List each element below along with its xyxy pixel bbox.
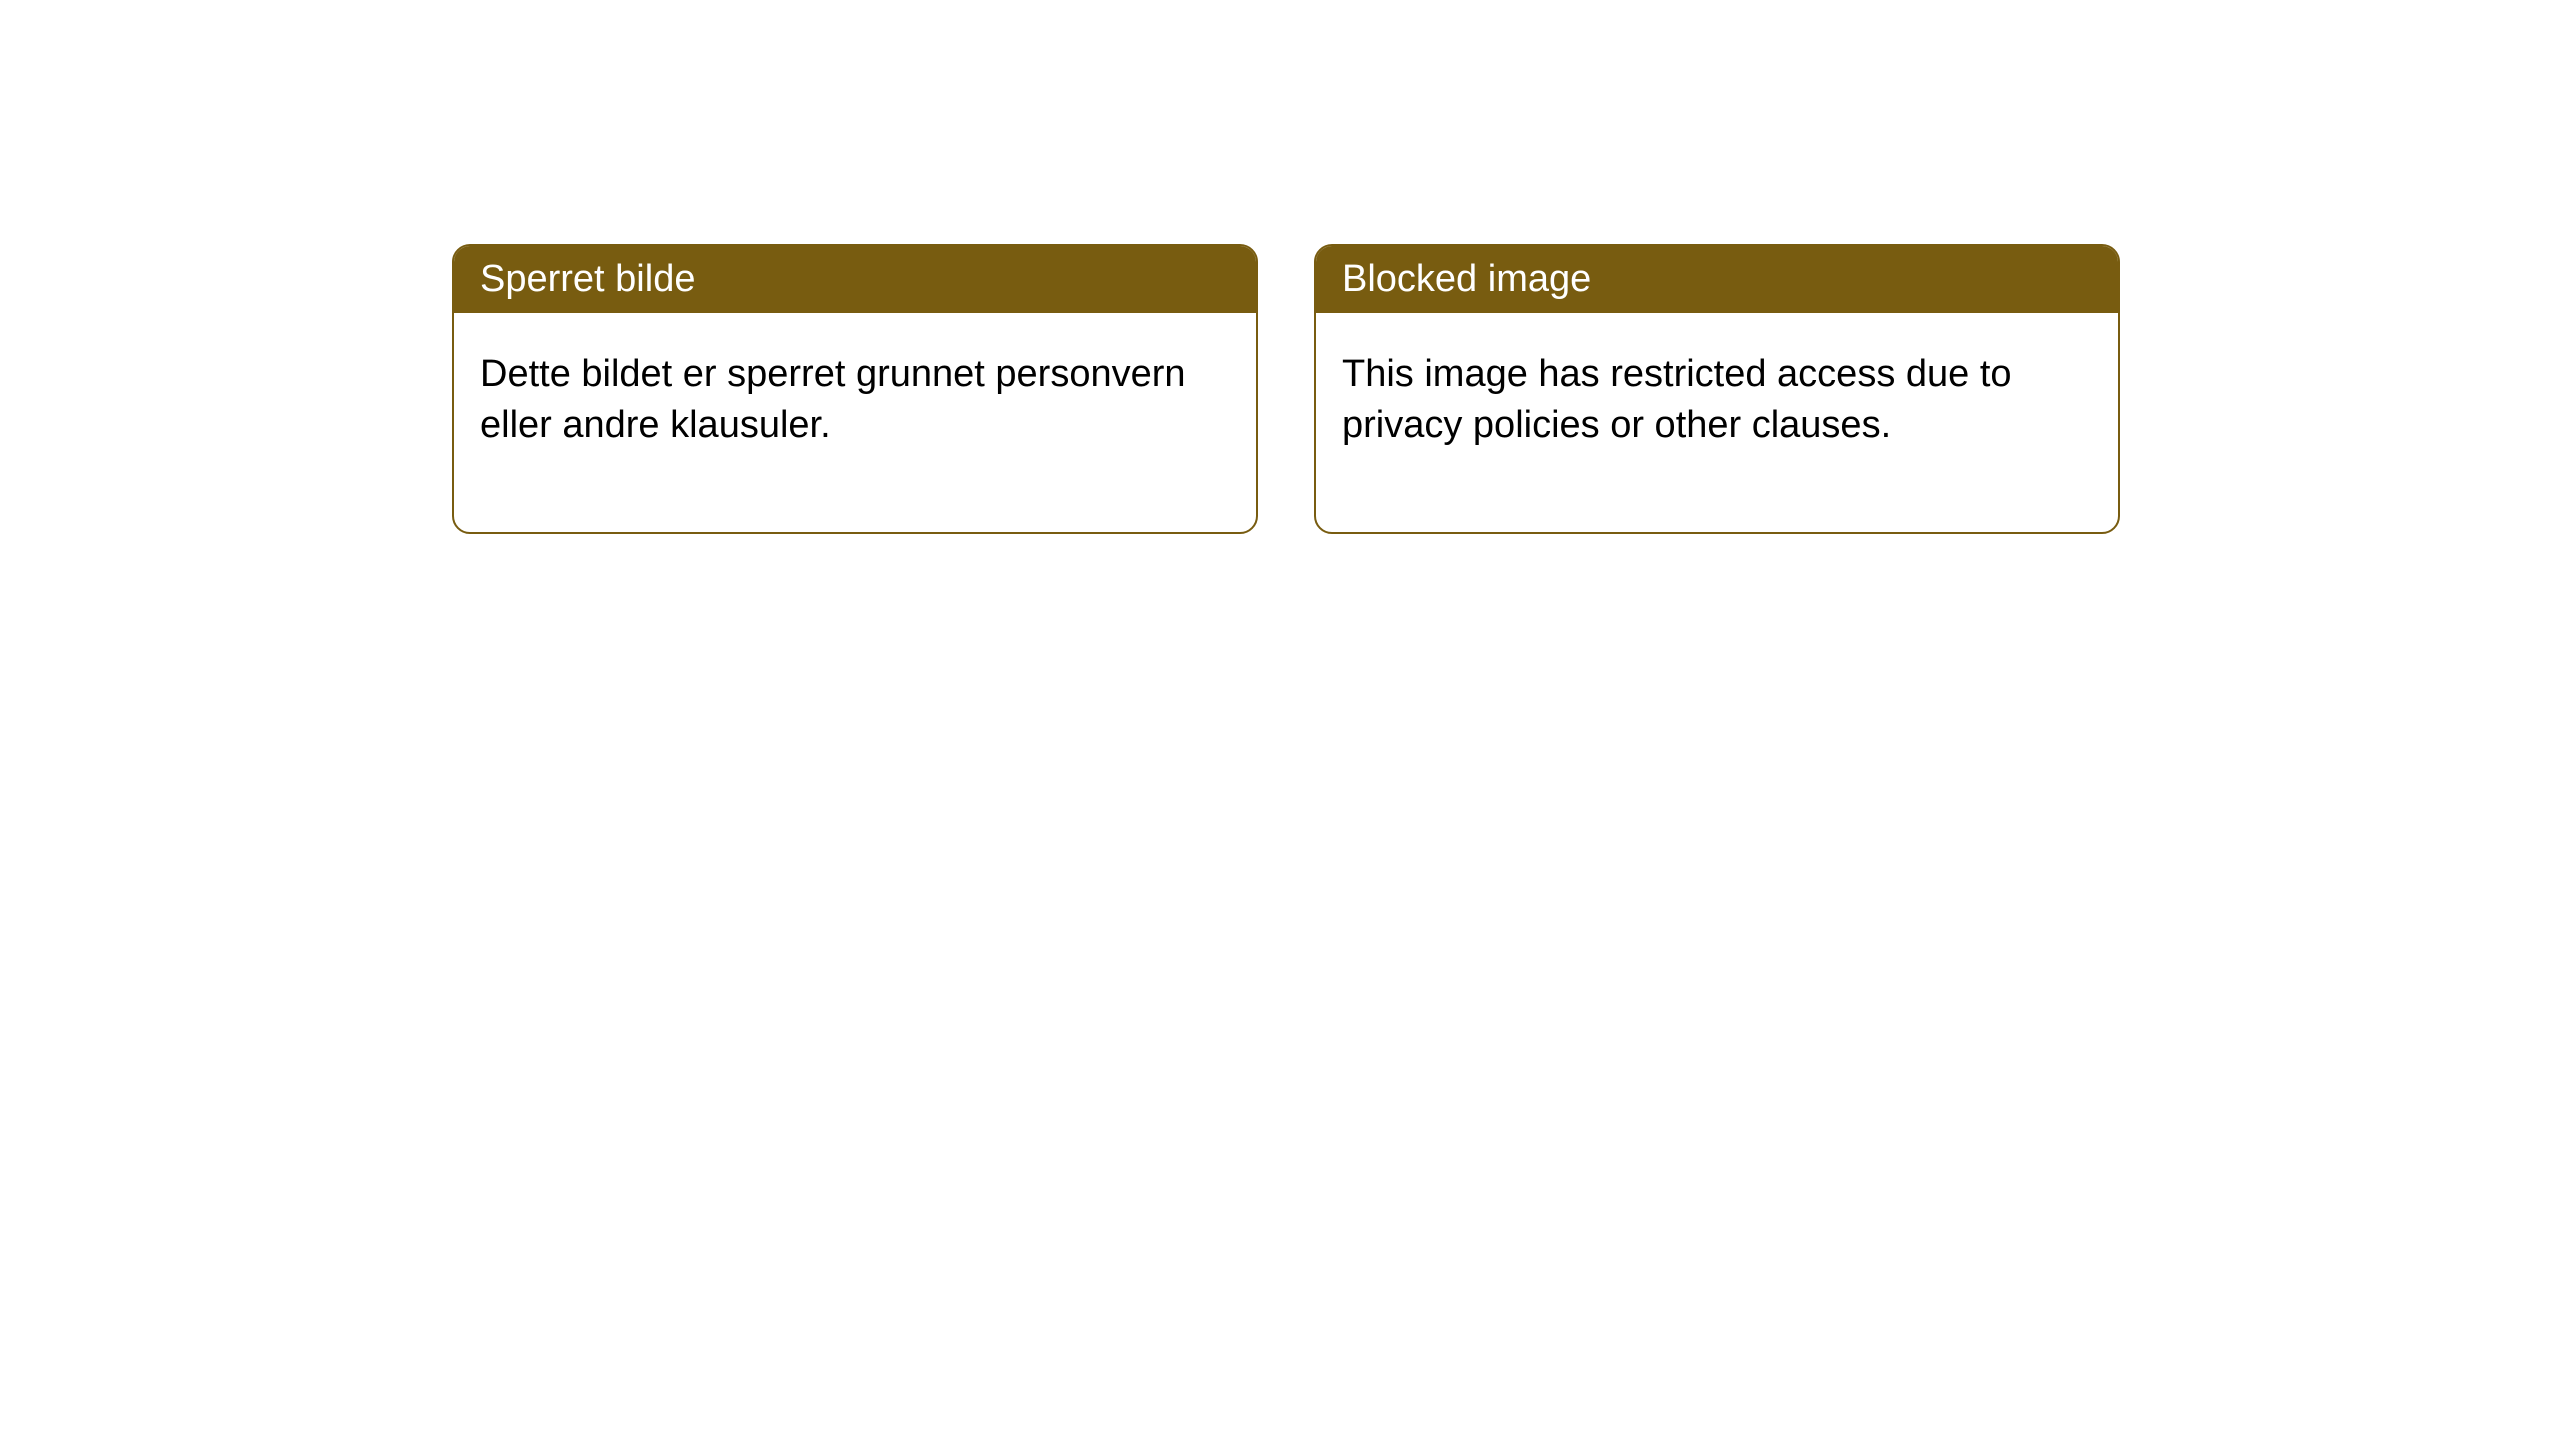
card-body-text: This image has restricted access due to … (1342, 353, 2012, 446)
card-norwegian: Sperret bilde Dette bildet er sperret gr… (452, 244, 1258, 534)
cards-container: Sperret bilde Dette bildet er sperret gr… (452, 244, 2560, 534)
card-body: Dette bildet er sperret grunnet personve… (454, 313, 1256, 532)
card-header: Blocked image (1316, 246, 2118, 313)
card-english: Blocked image This image has restricted … (1314, 244, 2120, 534)
card-header: Sperret bilde (454, 246, 1256, 313)
card-body-text: Dette bildet er sperret grunnet personve… (480, 353, 1186, 446)
card-title: Sperret bilde (480, 258, 695, 300)
card-body: This image has restricted access due to … (1316, 313, 2118, 532)
card-title: Blocked image (1342, 258, 1591, 300)
